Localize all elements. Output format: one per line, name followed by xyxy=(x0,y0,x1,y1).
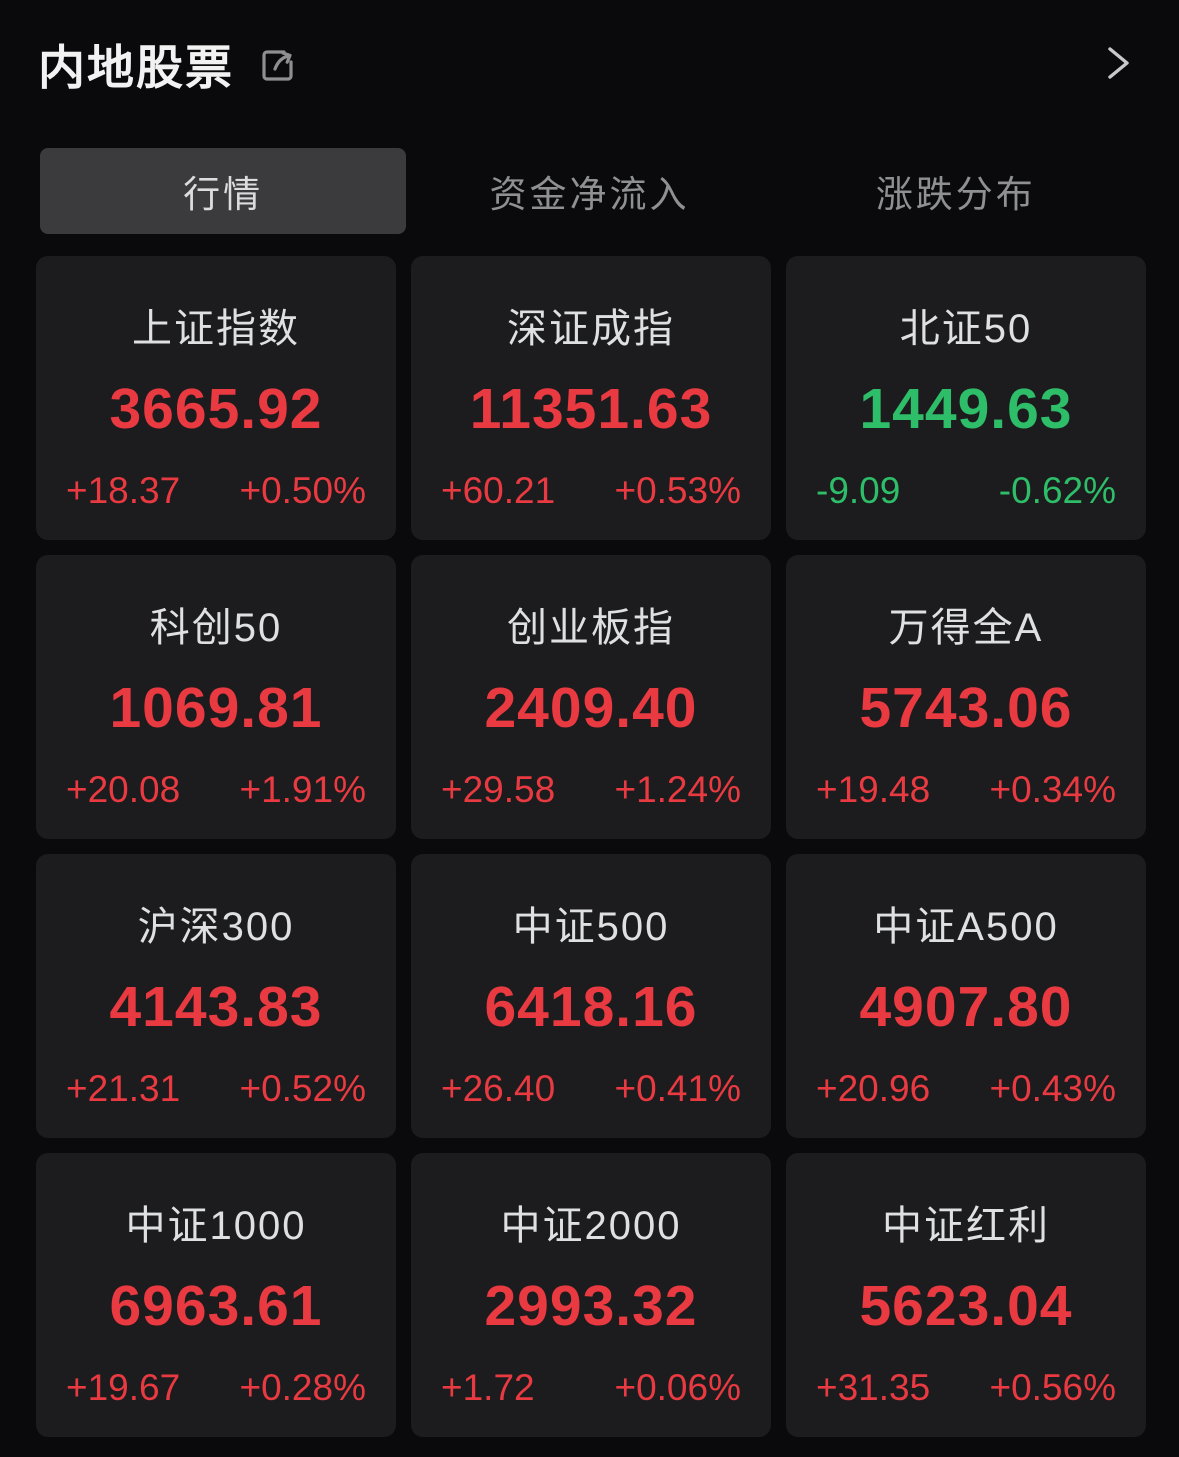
index-change: +21.31 xyxy=(66,1068,181,1109)
index-card[interactable]: 中证2000 2993.32 +1.72 +0.06% xyxy=(411,1153,771,1437)
index-change-row: -9.09 -0.62% xyxy=(786,470,1146,512)
index-change-pct: +0.50% xyxy=(239,470,366,511)
index-card[interactable]: 科创50 1069.81 +20.08 +1.91% xyxy=(36,555,396,839)
header: 内地股票 xyxy=(0,0,1179,96)
index-change: +20.96 xyxy=(816,1068,931,1109)
index-card[interactable]: 中证1000 6963.61 +19.67 +0.28% xyxy=(36,1153,396,1437)
index-change-row: +31.35 +0.56% xyxy=(786,1367,1146,1409)
index-card-grid: 上证指数 3665.92 +18.37 +0.50% 深证成指 11351.63… xyxy=(36,256,1146,1437)
index-name: 中证2000 xyxy=(500,1204,682,1248)
index-name: 中证500 xyxy=(512,905,670,949)
index-value: 3665.92 xyxy=(109,377,323,441)
index-change-pct: +0.43% xyxy=(989,1068,1116,1109)
index-change: +31.35 xyxy=(816,1367,931,1408)
index-name: 上证指数 xyxy=(132,307,300,351)
index-change-pct: -0.62% xyxy=(998,470,1116,511)
index-value: 5623.04 xyxy=(859,1274,1073,1338)
index-change: +29.58 xyxy=(441,769,556,810)
index-value: 4143.83 xyxy=(109,975,323,1039)
index-change: +19.67 xyxy=(66,1367,181,1408)
index-value: 1449.63 xyxy=(859,377,1073,441)
index-change-row: +26.40 +0.41% xyxy=(411,1068,771,1110)
index-card[interactable]: 沪深300 4143.83 +21.31 +0.52% xyxy=(36,854,396,1138)
index-change: +19.48 xyxy=(816,769,931,810)
index-card[interactable]: 万得全A 5743.06 +19.48 +0.34% xyxy=(786,555,1146,839)
index-value: 5743.06 xyxy=(859,676,1073,740)
index-card[interactable]: 创业板指 2409.40 +29.58 +1.24% xyxy=(411,555,771,839)
index-change-row: +19.67 +0.28% xyxy=(36,1367,396,1409)
index-value: 6963.61 xyxy=(109,1274,323,1338)
index-change-pct: +0.34% xyxy=(989,769,1116,810)
index-change-row: +18.37 +0.50% xyxy=(36,470,396,512)
index-name: 创业板指 xyxy=(507,606,675,650)
index-change-row: +20.96 +0.43% xyxy=(786,1068,1146,1110)
page-title: 内地股票 xyxy=(38,40,234,94)
index-change-pct: +0.53% xyxy=(614,470,741,511)
index-change-pct: +0.56% xyxy=(989,1367,1116,1408)
index-value: 2409.40 xyxy=(484,676,698,740)
index-name: 中证A500 xyxy=(873,905,1059,949)
index-name: 深证成指 xyxy=(507,307,675,351)
index-change: +18.37 xyxy=(66,470,181,511)
index-name: 科创50 xyxy=(149,606,283,650)
tab-net-inflow[interactable]: 资金净流入 xyxy=(489,174,690,215)
index-card[interactable]: 上证指数 3665.92 +18.37 +0.50% xyxy=(36,256,396,540)
index-value: 1069.81 xyxy=(109,676,323,740)
index-card[interactable]: 北证50 1449.63 -9.09 -0.62% xyxy=(786,256,1146,540)
index-card[interactable]: 中证红利 5623.04 +31.35 +0.56% xyxy=(786,1153,1146,1437)
index-card[interactable]: 中证A500 4907.80 +20.96 +0.43% xyxy=(786,854,1146,1138)
index-change-pct: +1.24% xyxy=(614,769,741,810)
index-value: 11351.63 xyxy=(469,377,713,441)
index-change-pct: +0.52% xyxy=(239,1068,366,1109)
tab-bar: 行情 资金净流入 涨跌分布 xyxy=(40,148,1139,234)
index-change-pct: +0.28% xyxy=(239,1367,366,1408)
index-change: +26.40 xyxy=(441,1068,556,1109)
index-change-row: +19.48 +0.34% xyxy=(786,769,1146,811)
index-change: +20.08 xyxy=(66,769,181,810)
index-change-row: +29.58 +1.24% xyxy=(411,769,771,811)
index-change: +60.21 xyxy=(441,470,556,511)
index-change: -9.09 xyxy=(816,470,901,511)
index-change-row: +21.31 +0.52% xyxy=(36,1068,396,1110)
index-change-pct: +1.91% xyxy=(239,769,366,810)
index-change-row: +60.21 +0.53% xyxy=(411,470,771,512)
index-name: 中证1000 xyxy=(125,1204,307,1248)
index-card[interactable]: 深证成指 11351.63 +60.21 +0.53% xyxy=(411,256,771,540)
index-value: 4907.80 xyxy=(859,975,1073,1039)
index-name: 万得全A xyxy=(888,606,1044,650)
index-value: 6418.16 xyxy=(484,975,698,1039)
index-card[interactable]: 中证500 6418.16 +26.40 +0.41% xyxy=(411,854,771,1138)
index-name: 沪深300 xyxy=(137,905,295,949)
tab-quotes[interactable]: 行情 xyxy=(40,148,407,234)
chevron-right-icon[interactable] xyxy=(1101,41,1135,85)
tab-advance-decline[interactable]: 涨跌分布 xyxy=(875,174,1036,215)
index-name: 中证红利 xyxy=(882,1204,1050,1248)
index-value: 2993.32 xyxy=(484,1274,698,1338)
index-change-pct: +0.41% xyxy=(614,1068,741,1109)
index-change: +1.72 xyxy=(441,1367,535,1408)
index-change-pct: +0.06% xyxy=(614,1367,741,1408)
share-icon[interactable] xyxy=(256,45,298,87)
index-change-row: +20.08 +1.91% xyxy=(36,769,396,811)
index-name: 北证50 xyxy=(899,307,1033,351)
index-change-row: +1.72 +0.06% xyxy=(411,1367,771,1409)
